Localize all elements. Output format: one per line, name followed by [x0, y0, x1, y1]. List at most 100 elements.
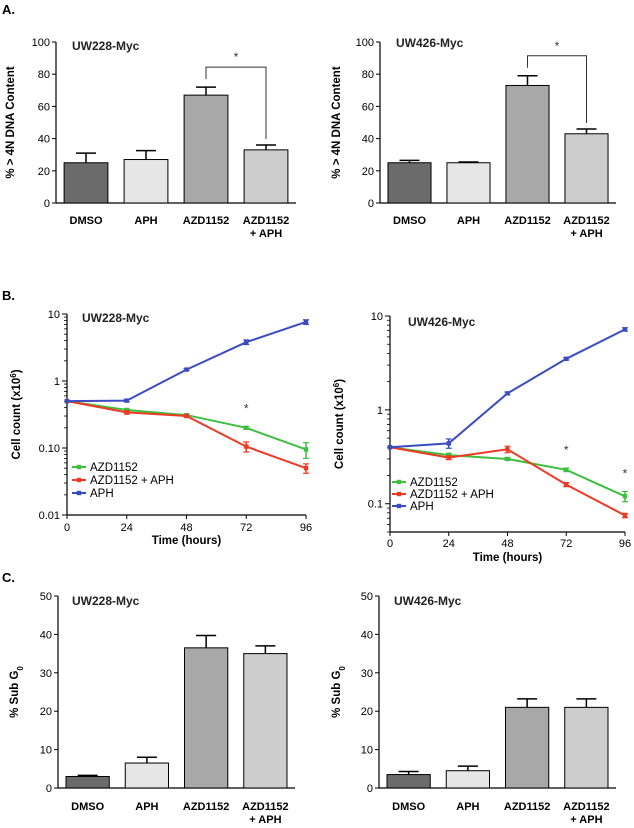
legend-marker [396, 491, 402, 497]
series-line [66, 400, 307, 470]
y-tick-label: 30 [40, 668, 52, 680]
category-label: APH [456, 801, 479, 813]
y-tick-label: 1 [54, 376, 60, 388]
legend-label: AZD1152 [90, 462, 138, 474]
category-label: + APH [570, 814, 602, 826]
y-tick-label: 40 [40, 629, 52, 641]
legend-marker [76, 490, 82, 496]
legend-marker [396, 479, 402, 485]
category-label: DMSO [71, 801, 104, 813]
y-tick-label: 20 [362, 166, 374, 178]
category-label: APH [457, 215, 480, 227]
data-point [184, 413, 189, 419]
significance-bracket [527, 55, 587, 123]
series-line [389, 328, 626, 449]
category-label: DMSO [70, 215, 103, 227]
data-point [64, 398, 70, 404]
category-label: + APH [250, 228, 282, 240]
bar [386, 774, 431, 789]
chart-title: UW426-Myc [396, 36, 464, 50]
data-point [564, 467, 569, 472]
y-axis-label: % Sub G0 [9, 666, 25, 718]
bar [243, 149, 289, 204]
legend-label: AZD1152 + APH [90, 475, 174, 487]
y-tick-label: 0 [44, 198, 50, 210]
y-tick-label: 0.01 [39, 510, 60, 522]
legend-label: AZD1152 [410, 477, 458, 489]
category-label: AZD1152 [183, 801, 229, 813]
bar [65, 775, 110, 789]
data-point [124, 407, 129, 413]
significance-star: * [244, 401, 249, 415]
bar [505, 84, 550, 204]
panel-letter-b: B. [2, 288, 15, 303]
data-point [505, 447, 510, 452]
chart-title: UW228-Myc [72, 594, 140, 608]
y-tick-label: 20 [38, 166, 50, 178]
data-point [446, 441, 451, 446]
x-tick-label: 0 [387, 538, 393, 550]
legend-marker [396, 503, 402, 509]
y-tick-label: 80 [38, 69, 50, 81]
category-label: DMSO [392, 801, 425, 813]
bar [63, 162, 109, 204]
bar [445, 770, 491, 789]
data-point [622, 327, 628, 332]
y-tick-label: 100 [32, 37, 50, 49]
legend-marker [76, 464, 82, 470]
chart-b-uw228: 0.01 0.10 1 10 0 24 48 72 96 Time (hours) Cell cou… [9, 309, 313, 547]
data-point [124, 410, 129, 415]
chart-c-uw228: 0 10 20 30 40 50 % Sub G0 UW228-Myc DMSO APH AZD11… [9, 591, 295, 826]
y-tick-label: 60 [38, 101, 50, 113]
significance-star: * [623, 467, 628, 481]
y-axis-label-subscript: 0 [16, 666, 25, 671]
panel-letter-c: C. [2, 570, 15, 585]
category-label: AZD1152 [563, 215, 609, 227]
chart-a-uw426: 0 20 40 60 80 100 % > 4N DNA Content UW426-Myc D… [331, 36, 616, 240]
data-point [446, 452, 451, 458]
y-tick-label: 100 [356, 37, 374, 49]
data-point [446, 455, 451, 460]
data-point [622, 494, 628, 499]
bar [123, 159, 169, 204]
chart-b-uw426: 0.1 1 10 0 24 48 72 96 Time (hours) Cell count (x… [332, 311, 632, 564]
x-axis-label: Time (hours) [473, 552, 543, 564]
y-axis-label-subscript: 0 [338, 666, 347, 671]
legend-marker [76, 477, 82, 483]
data-point [303, 447, 309, 452]
y-axis-label: Cell count (x106) [332, 379, 347, 469]
significance-star: * [564, 443, 569, 457]
bar [183, 647, 229, 789]
y-tick-label: 0.1 [368, 499, 383, 511]
y-axis-label: % > 4N DNA Content [5, 66, 17, 179]
y-tick-label: 10 [361, 745, 373, 757]
x-tick-label: 72 [240, 522, 252, 534]
y-tick-label: 10 [48, 309, 60, 321]
significance-star: * [555, 39, 560, 53]
legend-label: AZD1152 + APH [410, 489, 494, 501]
bar [504, 706, 550, 789]
bar [564, 133, 609, 204]
x-axis-label: Time (hours) [152, 535, 222, 547]
category-label: APH [134, 215, 157, 227]
y-tick-label: 20 [361, 706, 373, 718]
y-axis-label: Cell count (x106) [9, 369, 24, 459]
y-tick-label: 50 [361, 591, 373, 603]
x-tick-label: 24 [121, 522, 133, 534]
x-tick-label: 96 [300, 522, 312, 534]
bar [564, 706, 609, 789]
legend-label: APH [410, 501, 434, 513]
panel-letter-a: A. [2, 2, 15, 17]
y-tick-label: 60 [362, 101, 374, 113]
y-axis-label-end: ) [334, 379, 346, 383]
bar [124, 762, 170, 789]
legend-label: APH [90, 488, 114, 500]
chart-c-uw426: 0 10 20 30 40 50 % Sub G0 UW426-Myc DMSO APH AZD11… [331, 591, 616, 826]
chart-title: UW228-Myc [82, 311, 150, 325]
chart-a-uw228: 0 20 40 60 80 100 % > 4N DNA Content UW228-Myc D… [5, 37, 296, 240]
data-point [184, 367, 189, 372]
y-tick-label: 30 [361, 668, 373, 680]
y-tick-label: 40 [38, 134, 50, 146]
data-point [244, 425, 249, 431]
